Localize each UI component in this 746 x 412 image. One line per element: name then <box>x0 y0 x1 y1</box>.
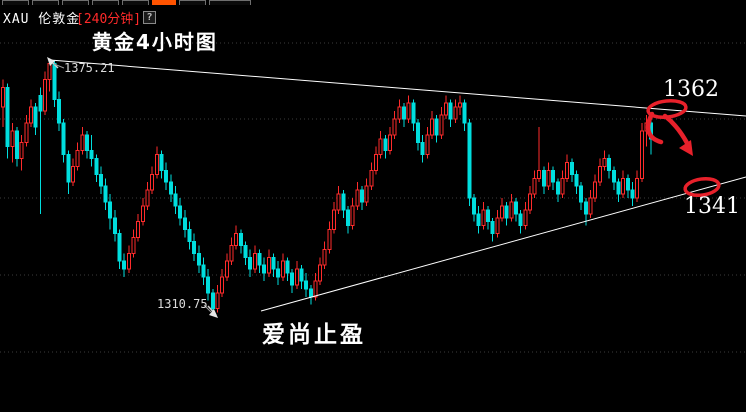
support-circle <box>683 176 721 198</box>
resistance-price-label: 1362 <box>663 77 719 102</box>
down-arrow-shaft <box>662 113 690 146</box>
high-marker <box>47 57 65 69</box>
top-tab-1[interactable] <box>32 0 59 5</box>
down-arrow-head <box>679 140 693 156</box>
red-annotations <box>645 99 721 198</box>
chart-title: 黄金4小时图 <box>92 30 218 54</box>
period-label: [240分钟] <box>76 12 142 27</box>
symbol-label: XAU 伦敦金 <box>3 12 81 27</box>
down-arrow-hook <box>645 111 664 145</box>
candles <box>1 58 654 314</box>
top-tab-3[interactable] <box>92 0 119 5</box>
help-button[interactable]: ? <box>143 11 156 24</box>
top-tab-7[interactable] <box>209 0 251 5</box>
top-tab-2[interactable] <box>62 0 89 5</box>
top-tab-0[interactable] <box>2 0 29 5</box>
low-price-label: 1310.75 <box>157 297 208 311</box>
chart-header: XAU 伦敦金 [240分钟] ? <box>0 5 746 29</box>
top-tab-4[interactable] <box>122 0 149 5</box>
high-price-label: 1375.21 <box>64 61 115 75</box>
descending-resistance <box>49 59 746 117</box>
ascending-support <box>260 176 746 312</box>
top-tab-strip <box>0 0 746 5</box>
low-marker <box>203 304 218 318</box>
support-price-label: 1341 <box>684 194 740 219</box>
trend-lines <box>49 59 746 312</box>
top-tab-5[interactable] <box>152 0 176 5</box>
top-tab-6[interactable] <box>179 0 206 5</box>
watermark-text: 爱尚止盈 <box>262 322 366 348</box>
